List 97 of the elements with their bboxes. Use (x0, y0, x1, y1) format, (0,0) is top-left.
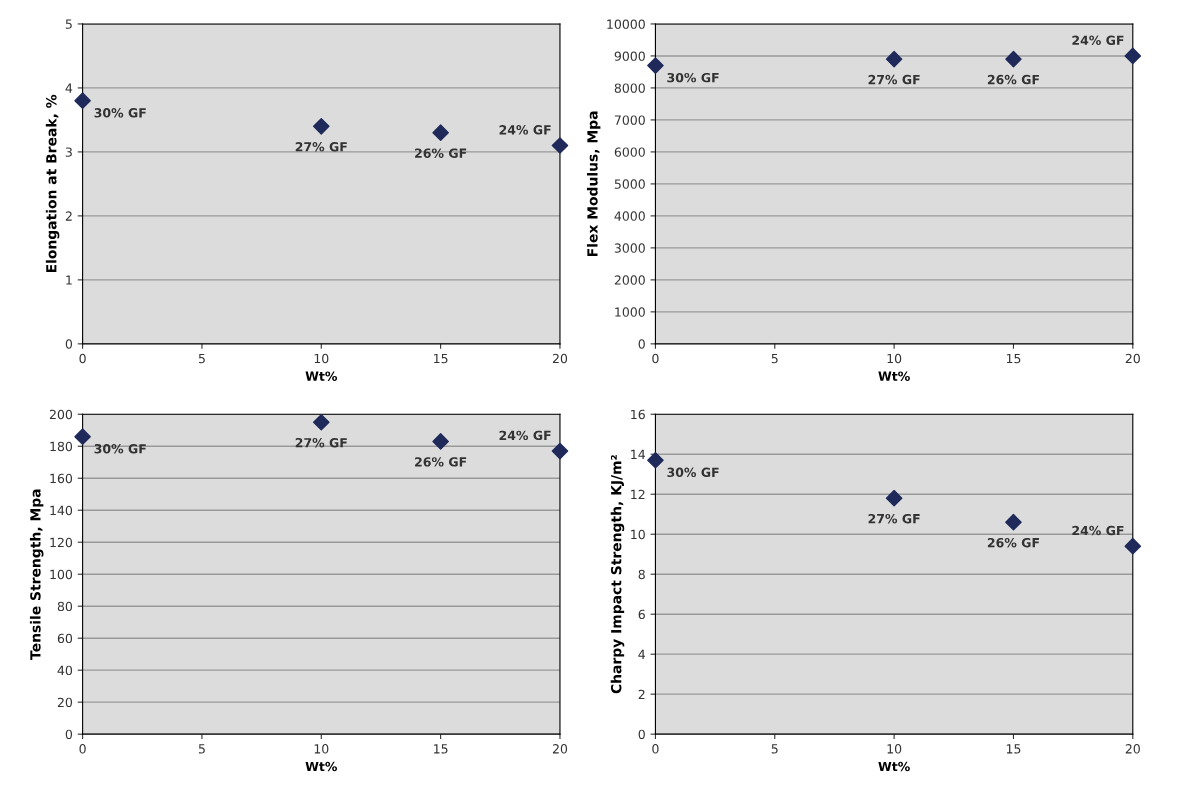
annotation: 30% GF (667, 72, 719, 83)
y-tick-label: 60 (57, 633, 73, 644)
x-tick-label: 20 (1125, 744, 1140, 754)
y-tick-label: 80 (57, 601, 73, 612)
y-tick-label: 4 (638, 649, 646, 659)
annotation: 26% GF (415, 148, 467, 158)
y-tick-label: 180 (50, 441, 73, 452)
x-axis-title: Wt% (305, 761, 338, 772)
annotation: 27% GF (868, 513, 920, 524)
annotation: 30% GF (667, 467, 719, 478)
y-tick-label: 8 (638, 569, 645, 580)
y-tick-label: 4 (65, 83, 73, 93)
x-tick-label: 10 (314, 744, 329, 754)
x-tick-label: 5 (771, 353, 778, 364)
x-tick-label: 10 (887, 353, 902, 364)
point (885, 50, 903, 68)
annotation: 26% GF (987, 537, 1039, 548)
point (647, 451, 664, 469)
y-tick-label: 40 (57, 665, 73, 676)
annotation: 27% GF (295, 142, 347, 152)
point (551, 137, 569, 154)
point (551, 442, 569, 460)
x-tick-label: 0 (79, 744, 86, 754)
annotation: 26% GF (987, 74, 1039, 85)
x-tick-label: 5 (198, 744, 205, 754)
annotation: 27% GF (295, 437, 347, 448)
y-tick-label: 120 (50, 537, 73, 548)
point (432, 124, 449, 142)
x-tick-label: 20 (552, 353, 568, 364)
point (312, 118, 330, 135)
x-tick-label: 15 (1006, 744, 1021, 754)
point (1124, 537, 1142, 555)
x-tick-label: 20 (552, 744, 568, 754)
annotation: 24% GF (1072, 35, 1124, 45)
x-axis-title: Wt% (878, 371, 910, 381)
y-tick-label: 7000 (614, 115, 645, 125)
y-tick-label: 6 (638, 609, 645, 620)
x-tick-label: 15 (1006, 353, 1021, 364)
annotation: 30% GF (94, 444, 146, 454)
point (74, 92, 91, 110)
x-tick-label: 20 (1125, 353, 1140, 364)
annotation: 24% GF (499, 125, 551, 135)
y-tick-label: 6000 (614, 147, 645, 157)
y-axis-title: Charpy Impact Strength, KJ/m² (610, 455, 625, 694)
x-tick-label: 10 (887, 744, 902, 754)
x-axis-title: Wt% (878, 761, 910, 772)
x-tick-label: 5 (771, 744, 778, 754)
y-tick-label: 0 (638, 729, 645, 740)
y-tick-label: 20 (57, 697, 73, 708)
x-tick-label: 0 (79, 353, 86, 364)
point (312, 413, 330, 431)
y-tick-label: 8000 (614, 83, 645, 93)
annotation: 24% GF (1072, 525, 1124, 536)
y-tick-label: 9000 (614, 51, 645, 61)
y-tick-label: 4000 (614, 211, 645, 221)
y-tick-label: 2000 (614, 275, 645, 285)
y-tick-label: 0 (65, 339, 73, 349)
point (1005, 50, 1022, 68)
y-tick-label: 10 (631, 529, 645, 540)
x-tick-label: 0 (652, 353, 659, 364)
y-tick-label: 16 (631, 409, 645, 420)
point (432, 433, 449, 450)
y-tick-label: 100 (50, 569, 73, 580)
y-axis-title: Flex Modulus, Mpa (586, 111, 601, 257)
y-tick-label: 5 (65, 19, 72, 29)
annotation: 30% GF (94, 108, 146, 118)
point (74, 428, 91, 445)
y-tick-label: 0 (638, 339, 645, 349)
point (1005, 513, 1022, 531)
annotation: 27% GF (868, 74, 920, 85)
y-tick-label: 3 (65, 147, 72, 157)
point (647, 57, 664, 74)
point (885, 489, 903, 507)
y-tick-label: 3000 (614, 243, 645, 253)
annotation: 24% GF (499, 430, 551, 441)
y-tick-label: 12 (631, 489, 645, 499)
y-tick-label: 200 (49, 409, 73, 420)
y-tick-label: 10000 (607, 19, 645, 29)
x-tick-label: 10 (314, 353, 329, 364)
annotation: 26% GF (415, 457, 467, 467)
y-tick-label: 140 (50, 505, 73, 516)
y-tick-label: 14 (631, 449, 646, 459)
y-tick-label: 5000 (614, 179, 645, 189)
y-axis-title: Elongation at Break, % (45, 94, 60, 273)
y-tick-label: 160 (50, 473, 73, 484)
y-tick-label: 1 (66, 275, 72, 285)
x-tick-label: 0 (652, 744, 659, 754)
x-tick-label: 15 (434, 353, 448, 364)
y-tick-label: 0 (65, 729, 73, 740)
point (1124, 47, 1142, 65)
y-tick-label: 1000 (615, 307, 645, 317)
y-tick-label: 2 (638, 689, 645, 699)
y-tick-label: 2 (65, 211, 72, 221)
x-tick-label: 15 (434, 744, 448, 754)
y-axis-title: Tensile Strength, Mpa (29, 489, 44, 660)
x-axis-title: Wt% (305, 371, 338, 381)
x-tick-label: 5 (198, 353, 205, 364)
